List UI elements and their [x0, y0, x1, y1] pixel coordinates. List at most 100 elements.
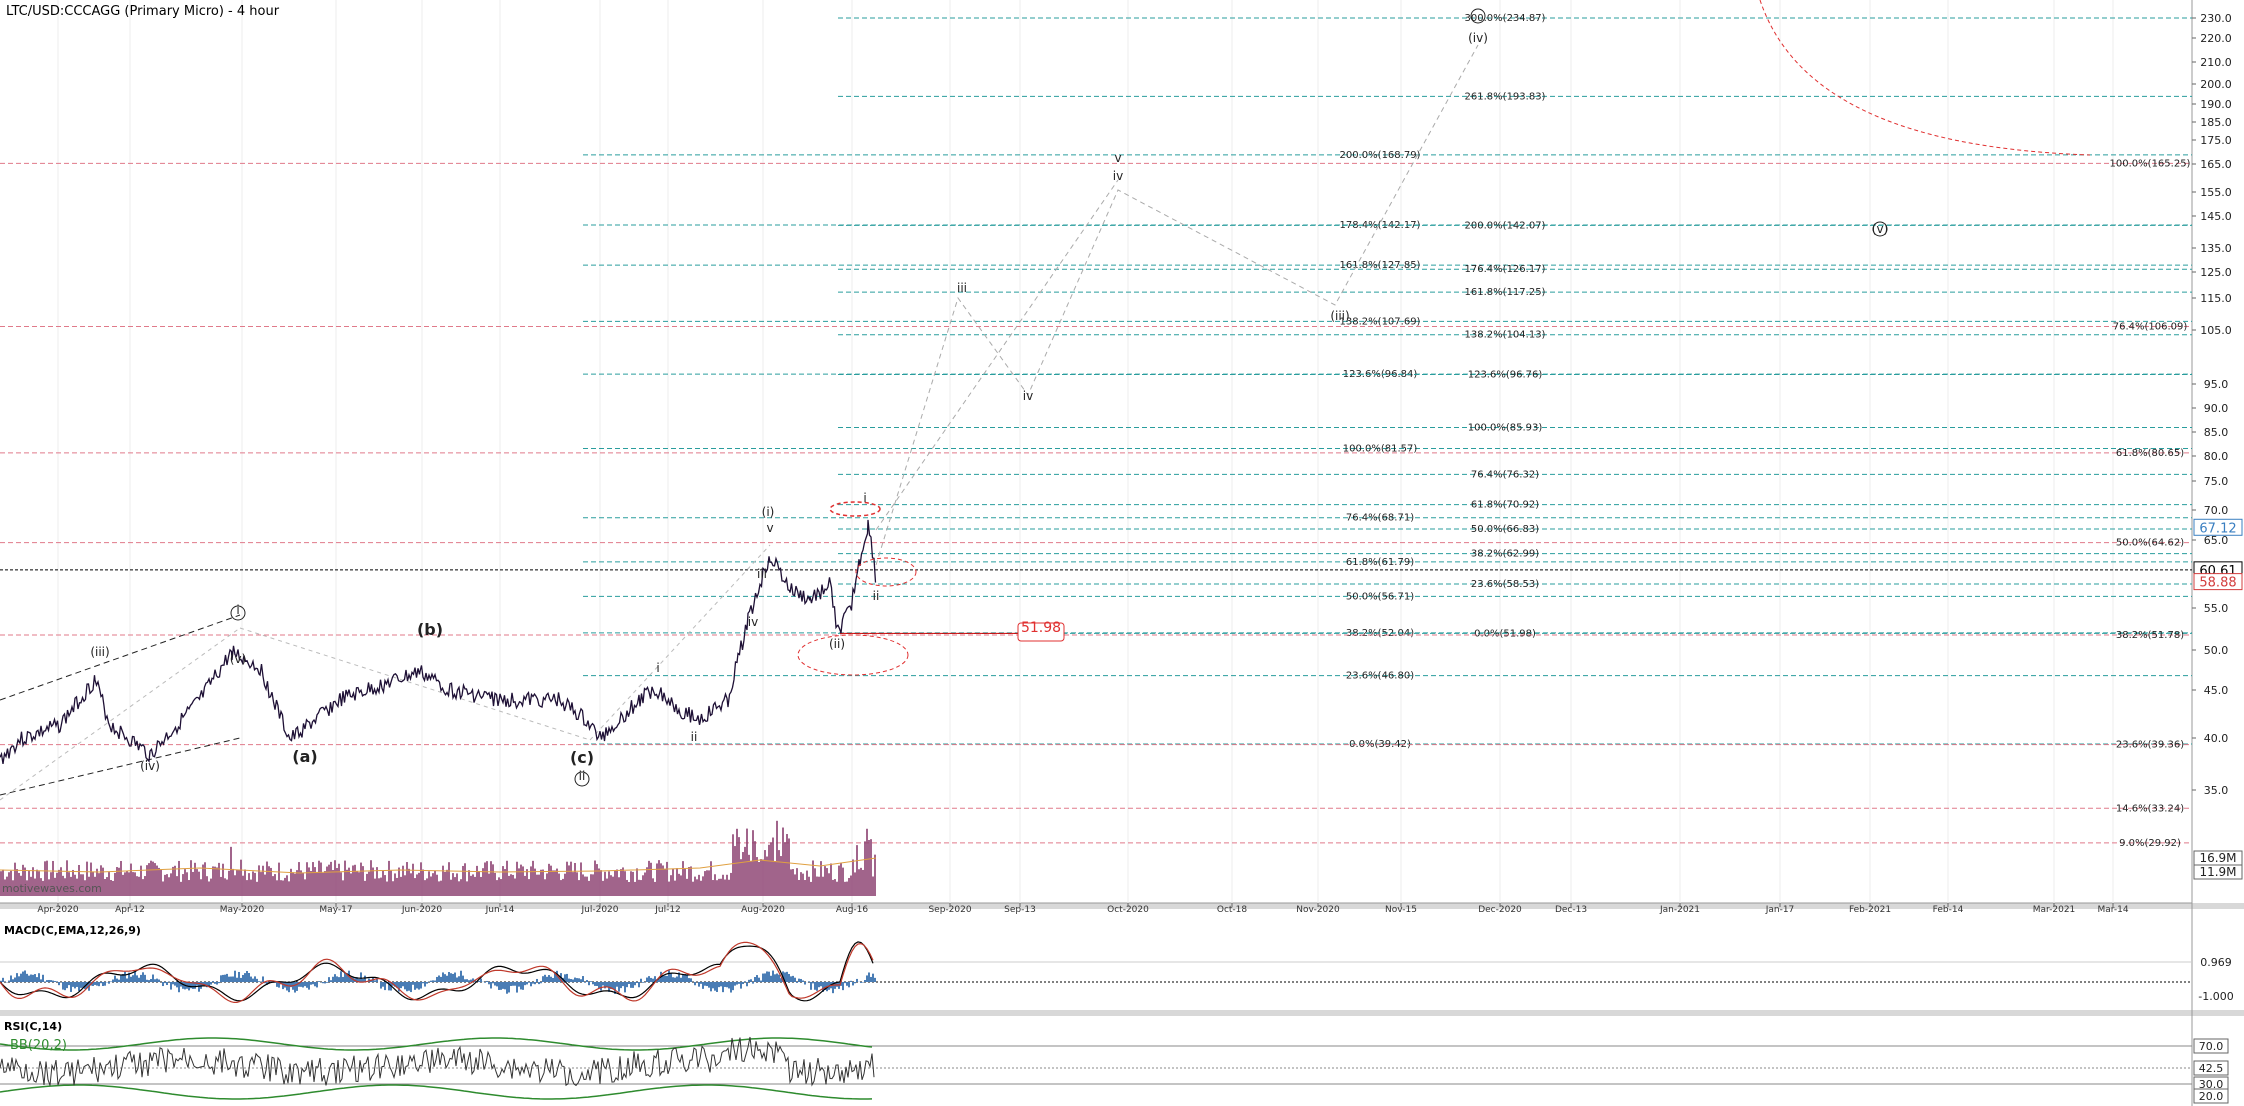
- macd-histogram-bar: [628, 982, 630, 985]
- date-label: Dec-2020: [1478, 905, 1522, 915]
- volume-bar: [800, 872, 802, 896]
- macd-histogram-bar: [422, 982, 424, 984]
- volume-bar: [392, 881, 394, 896]
- volume-bar: [188, 880, 190, 896]
- wave-label: i: [863, 491, 866, 505]
- volume-bar: [112, 880, 114, 896]
- date-label: Aug-2020: [741, 905, 785, 915]
- volume-bar: [192, 871, 194, 896]
- volume-bar: [266, 861, 268, 896]
- volume-bar: [156, 865, 158, 896]
- macd-histogram-bar: [364, 975, 366, 982]
- macd-histogram-bar: [762, 973, 764, 982]
- volume-bar: [774, 860, 776, 896]
- volume-bar: [618, 877, 620, 896]
- macd-histogram-bar: [586, 980, 588, 982]
- volume-bar: [678, 873, 680, 896]
- volume-bar: [306, 862, 308, 896]
- macd-histogram-bar: [38, 973, 40, 982]
- macd-histogram-bar: [708, 982, 710, 988]
- macd-histogram-bar: [796, 982, 798, 983]
- volume-bar: [204, 862, 206, 896]
- macd-histogram-bar: [648, 976, 650, 982]
- macd-histogram-bar: [328, 977, 330, 982]
- volume-bar: [88, 876, 90, 896]
- panel-separator[interactable]: [0, 1010, 2244, 1016]
- macd-histogram-bar: [324, 982, 326, 984]
- volume-bar: [250, 879, 252, 896]
- volume-bar: [716, 880, 718, 896]
- macd-histogram-bar: [398, 982, 400, 992]
- volume-bar: [148, 863, 150, 896]
- volume-bar: [12, 880, 14, 896]
- volume-bar: [462, 865, 464, 896]
- volume-bar: [704, 871, 706, 896]
- chart-title: LTC/USD:CCCAGG (Primary Micro) - 4 hour: [6, 4, 280, 19]
- volume-bar: [674, 880, 676, 896]
- volume-bar: [74, 874, 76, 896]
- volume-bar: [658, 860, 660, 896]
- volume-bar: [130, 863, 132, 896]
- fib-level-label: 178.4%(142.17): [1340, 220, 1421, 231]
- fib-level-label: 50.0%(56.71): [1346, 591, 1414, 602]
- volume-bar: [772, 837, 774, 896]
- price-tick-label: 125.0: [2200, 266, 2232, 279]
- rsi-line: [0, 1036, 875, 1087]
- volume-bar: [288, 881, 290, 896]
- volume-bar: [138, 876, 140, 896]
- volume-bar: [242, 875, 244, 896]
- price-tick-label: 55.0: [2204, 602, 2229, 615]
- volume-bar: [282, 880, 284, 896]
- macd-histogram-bar: [786, 971, 788, 982]
- volume-bar: [46, 860, 48, 896]
- macd-histogram-bar: [436, 976, 438, 982]
- volume-bar: [764, 850, 766, 896]
- volume-bar: [16, 869, 18, 896]
- price-badge-text: 58.88: [2199, 576, 2236, 591]
- macd-histogram-bar: [812, 982, 814, 984]
- volume-bar: [842, 867, 844, 896]
- volume-bar: [710, 861, 712, 896]
- wave-label-circle: [1872, 221, 1888, 237]
- date-label: Sep-2020: [928, 905, 971, 915]
- macd-histogram-bar: [178, 982, 180, 993]
- macd-histogram-bar: [504, 982, 506, 990]
- macd-histogram-bar: [270, 981, 272, 982]
- fib-level-label: 38.2%(51.78): [2116, 630, 2184, 641]
- volume-bar: [552, 870, 554, 896]
- panel-separator[interactable]: [0, 903, 2244, 909]
- volume-bar: [840, 862, 842, 896]
- volume-bar: [70, 876, 72, 896]
- macd-histogram-bar: [374, 980, 376, 982]
- volume-bar: [850, 875, 852, 896]
- wave-label: (v): [1872, 222, 1888, 236]
- volume-bar: [722, 874, 724, 896]
- fib-level-label: 138.2%(104.13): [1465, 330, 1546, 341]
- macd-histogram-bar: [350, 976, 352, 982]
- volume-bar: [126, 871, 128, 896]
- volume-bar: [346, 869, 348, 896]
- volume-bar: [464, 863, 466, 896]
- macd-histogram-bar: [870, 976, 872, 982]
- macd-histogram-bar: [570, 979, 572, 982]
- volume-bar: [606, 878, 608, 896]
- volume-bar: [578, 880, 580, 896]
- volume-bar: [680, 875, 682, 896]
- volume-bar: [446, 869, 448, 896]
- volume-bar: [582, 874, 584, 896]
- volume-bar: [44, 861, 46, 896]
- volume-bar: [14, 862, 16, 896]
- macd-histogram-bar: [230, 976, 232, 982]
- macd-histogram-bar: [646, 977, 648, 982]
- volume-bar: [186, 872, 188, 896]
- macd-histogram-bar: [484, 982, 486, 983]
- macd-histogram-bar: [318, 981, 320, 982]
- macd-histogram-bar: [550, 976, 552, 982]
- macd-histogram-bar: [304, 982, 306, 987]
- wave-guide-line: [0, 627, 241, 801]
- volume-bar: [78, 864, 80, 896]
- volume-bar: [368, 871, 370, 896]
- fib-level-label: 61.8%(61.79): [1346, 557, 1414, 568]
- volume-bar: [176, 876, 178, 896]
